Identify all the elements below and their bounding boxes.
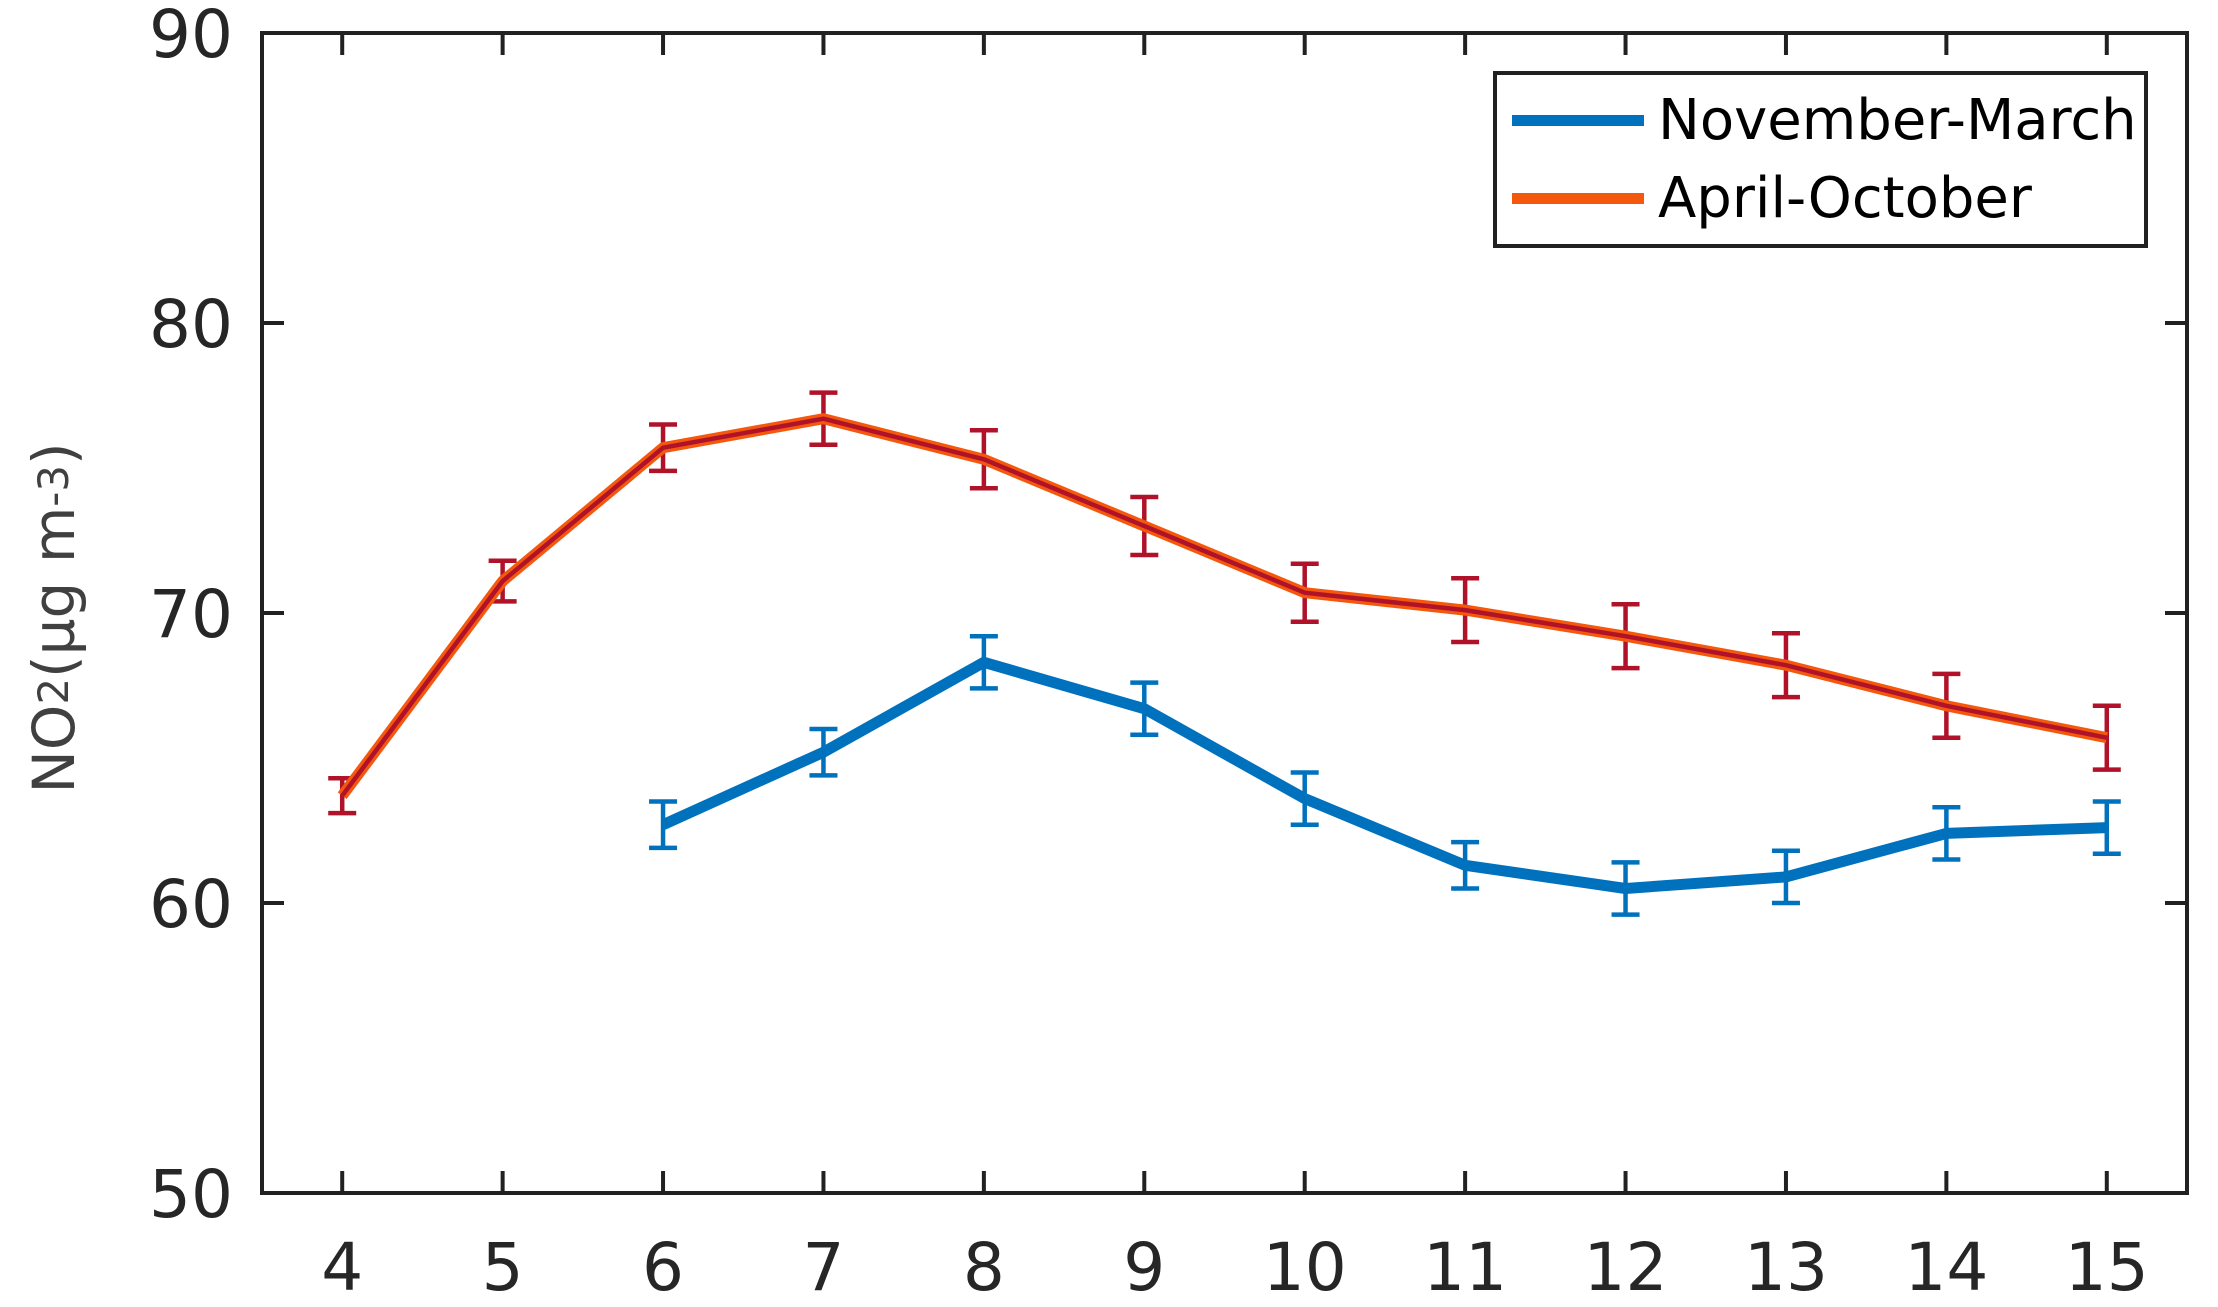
svg-text:7: 7: [802, 1229, 844, 1306]
svg-text:50: 50: [149, 1156, 233, 1233]
svg-text:5: 5: [482, 1229, 524, 1306]
series-april-october-core-line: [340, 416, 2108, 798]
legend: November-March April-October: [1493, 71, 2148, 248]
svg-text:8: 8: [963, 1229, 1005, 1306]
y-axis-label: NO 2 (µg m -3): [20, 442, 88, 794]
y-axis-label-close: ): [20, 442, 88, 466]
y-tick-labels: 50 60 70 80 90: [149, 0, 233, 1233]
svg-text:11: 11: [1423, 1229, 1507, 1306]
legend-entry-april-october: April-October: [1512, 166, 2144, 231]
svg-text:80: 80: [149, 286, 233, 363]
legend-line-swatch-november-march: [1512, 115, 1644, 126]
series-november-march-errorbars: [649, 633, 2121, 917]
legend-entry-november-march: November-March: [1512, 88, 2144, 153]
legend-label-november-march: November-March: [1658, 88, 2137, 153]
svg-text:13: 13: [1744, 1229, 1828, 1306]
svg-text:10: 10: [1263, 1229, 1347, 1306]
legend-label-april-october: April-October: [1658, 166, 2032, 231]
series-november-march-line: [660, 656, 2107, 894]
svg-text:9: 9: [1123, 1229, 1165, 1306]
y-axis-label-units: (µg m: [20, 506, 88, 678]
svg-text:60: 60: [149, 866, 233, 943]
svg-text:90: 90: [149, 0, 233, 73]
svg-text:6: 6: [642, 1229, 684, 1306]
legend-line-swatch-april-october: [1512, 193, 1644, 204]
svg-text:15: 15: [2065, 1229, 2149, 1306]
series-april-october-line: [337, 413, 2108, 799]
svg-text:70: 70: [149, 576, 233, 653]
svg-text:4: 4: [321, 1229, 363, 1306]
svg-text:14: 14: [1904, 1229, 1988, 1306]
axis-ticks: [262, 31, 2187, 1195]
x-tick-labels: 4 5 6 7 8 9 10 11 12 13 14 15: [321, 1229, 2149, 1306]
svg-text:12: 12: [1584, 1229, 1668, 1306]
y-axis-label-text: NO: [20, 704, 88, 794]
